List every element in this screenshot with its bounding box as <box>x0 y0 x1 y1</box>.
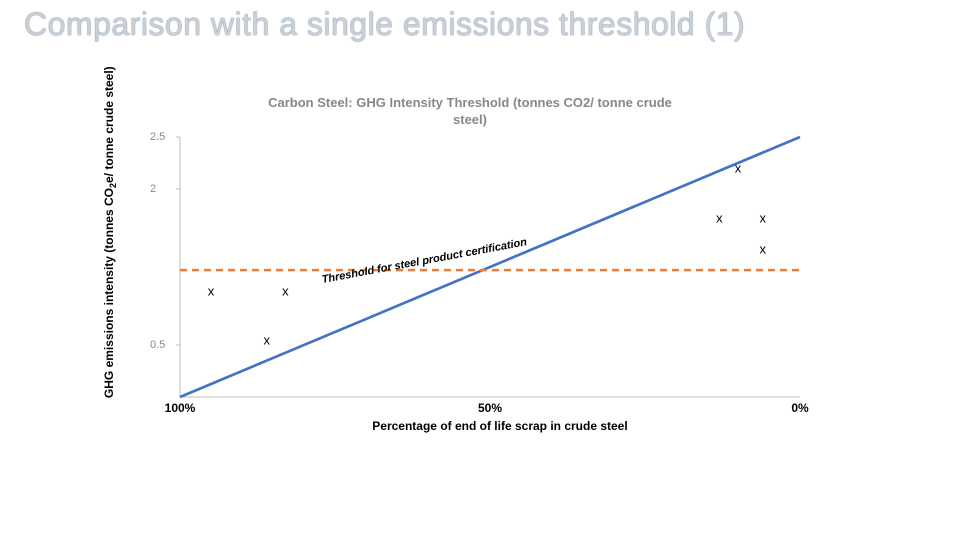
chart-title-line1: Carbon Steel: GHG Intensity Threshold (t… <box>268 95 672 110</box>
data-point-marker: x <box>735 160 742 175</box>
slide: { "title": "Comparison with a single emi… <box>0 0 960 540</box>
data-point-marker: x <box>760 210 767 225</box>
data-point-marker: x <box>282 283 289 298</box>
data-point-marker: x <box>264 332 271 347</box>
x-tick: 0% <box>791 401 808 415</box>
plot-area: Threshold for steel product certificatio… <box>180 137 800 397</box>
plot-svg <box>180 137 800 397</box>
data-point-marker: x <box>760 242 767 257</box>
y-tick: 2 <box>150 183 156 195</box>
x-tick: 50% <box>478 401 502 415</box>
chart-title-line2: steel) <box>453 112 487 127</box>
y-axis-label: GHG emissions intensity (tonnes CO2e/ to… <box>102 67 118 399</box>
x-axis-label: Percentage of end of life scrap in crude… <box>180 419 820 433</box>
page-title: Comparison with a single emissions thres… <box>24 6 745 43</box>
data-point-marker: x <box>716 210 723 225</box>
data-point-marker: x <box>208 283 215 298</box>
y-tick: 2.5 <box>150 131 165 143</box>
chart-title: Carbon Steel: GHG Intensity Threshold (t… <box>120 95 820 129</box>
x-tick: 100% <box>165 401 196 415</box>
chart-container: Carbon Steel: GHG Intensity Threshold (t… <box>120 95 820 435</box>
y-tick: 0.5 <box>150 339 165 351</box>
